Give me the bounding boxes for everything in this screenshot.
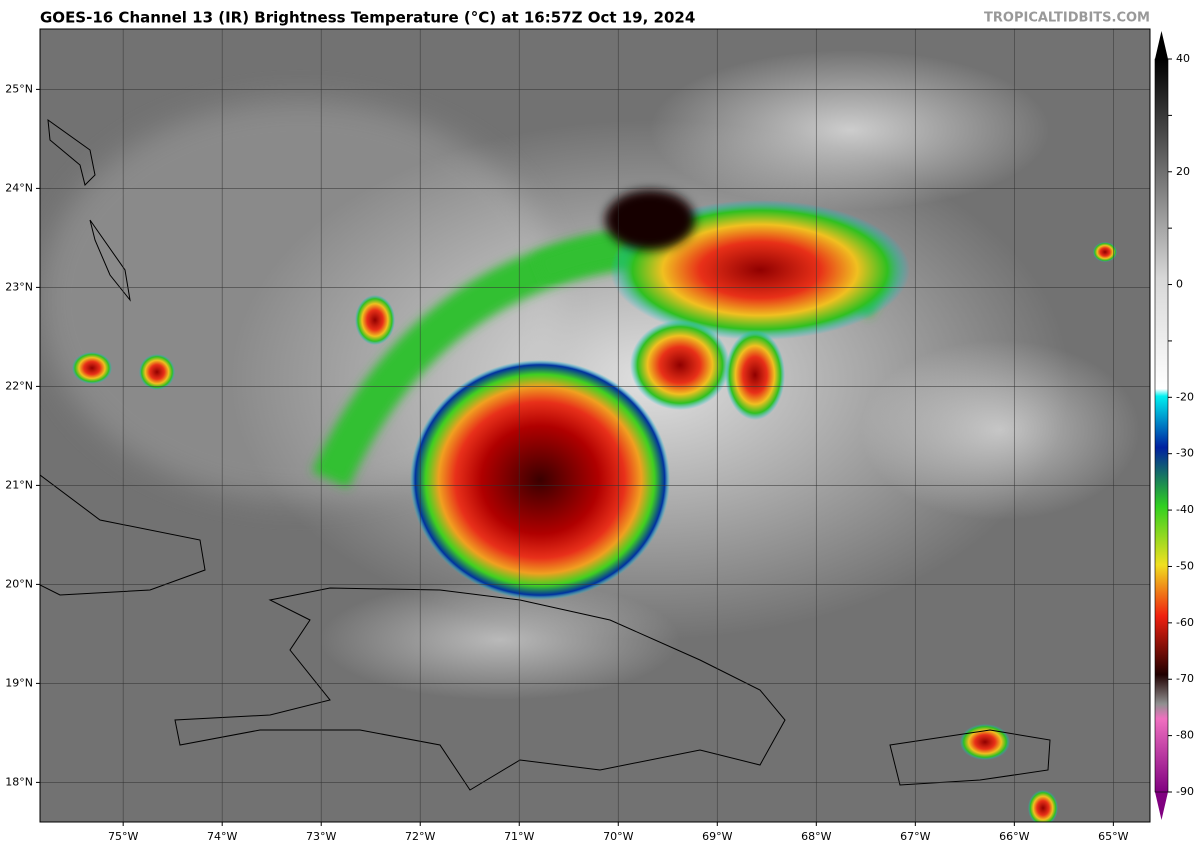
title: GOES-16 Channel 13 (IR) Brightness Tempe… (40, 9, 695, 27)
lat-label: 23°N (5, 280, 33, 293)
colorbar-label: -60 (1176, 616, 1194, 629)
lat-label: 20°N (5, 577, 33, 590)
lat-label: 25°N (5, 82, 33, 95)
lon-label: 69°W (702, 830, 732, 843)
lon-label: 71°W (504, 830, 534, 843)
colorbar-label: -80 (1176, 729, 1194, 742)
map-frame (39, 28, 1151, 823)
lat-label: 19°N (5, 676, 33, 689)
lat-label: 21°N (5, 478, 33, 491)
colorbar: 40 20 0 -20 -30 -40 -50 -60 -70 -80 -90 (1154, 31, 1194, 820)
lon-label: 68°W (801, 830, 831, 843)
graticule (36, 29, 1150, 826)
lon-label: 74°W (207, 830, 237, 843)
lat-label: 22°N (5, 379, 33, 392)
colorbar-label: 20 (1176, 165, 1190, 178)
colorbar-bottom-cap (1155, 792, 1168, 820)
lon-label: 65°W (1098, 830, 1128, 843)
lat-label: 24°N (5, 181, 33, 194)
colorbar-label: -20 (1176, 390, 1194, 403)
colorbar-label: 40 (1176, 52, 1190, 65)
lon-label: 73°W (306, 830, 336, 843)
colorbar-label: -90 (1176, 785, 1194, 798)
colorbar-label: -40 (1176, 503, 1194, 516)
watermark: TROPICALTIDBITS.COM (984, 11, 1150, 26)
lon-label: 66°W (999, 830, 1029, 843)
colorbar-label: -50 (1176, 559, 1194, 572)
colorbar-label: 0 (1176, 278, 1183, 291)
colorbar-gradient (1154, 58, 1169, 793)
colorbar-top-cap (1155, 31, 1168, 59)
lon-label: 72°W (405, 830, 435, 843)
lat-label: 18°N (5, 775, 33, 788)
colorbar-label: -70 (1176, 672, 1194, 685)
colorbar-label: -30 (1176, 447, 1194, 460)
satellite-image (40, 29, 1150, 822)
lon-label: 70°W (603, 830, 633, 843)
lon-label: 75°W (108, 830, 138, 843)
lon-label: 67°W (900, 830, 930, 843)
